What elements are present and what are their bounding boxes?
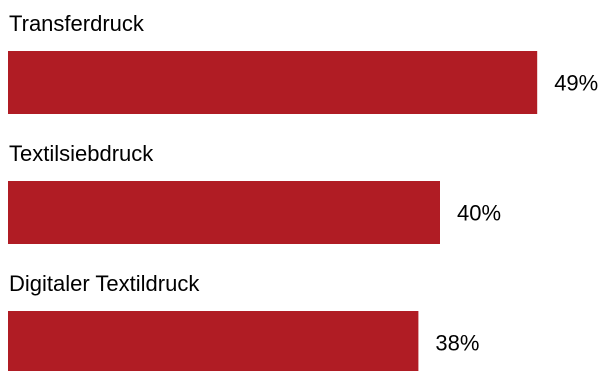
- value-label: 40%: [457, 201, 501, 226]
- value-label: 38%: [435, 331, 479, 356]
- category-label: Digitaler Textildruck: [9, 271, 200, 296]
- category-label: Textilsiebdruck: [9, 141, 154, 166]
- category-label: Transferdruck: [9, 11, 145, 36]
- bar: [8, 51, 538, 114]
- value-label: 49%: [554, 71, 598, 96]
- bar: [8, 311, 419, 371]
- bar: [8, 181, 440, 244]
